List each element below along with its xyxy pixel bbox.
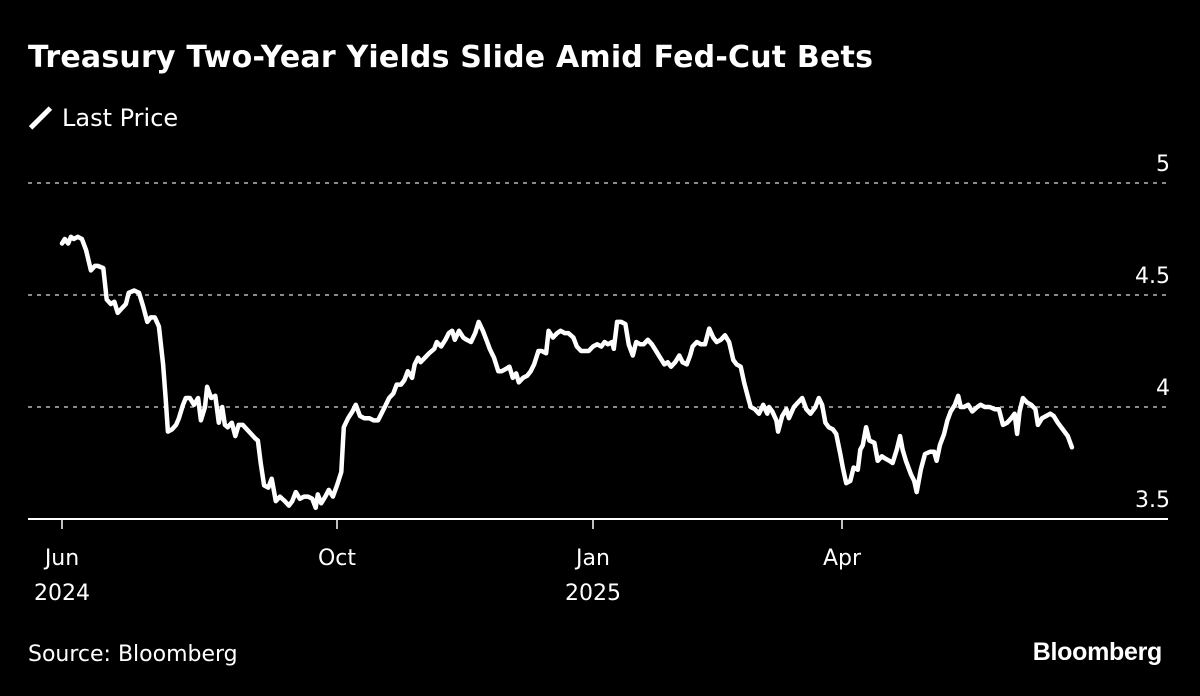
series-line-last-price (59, 234, 1075, 511)
legend: Last Price (28, 104, 178, 132)
y-axis: 5 4.5 4 3.5 (1135, 152, 1170, 513)
gridlines (28, 182, 1168, 408)
series-group (59, 234, 1075, 511)
x-tick-label: Jun (43, 546, 79, 571)
y-tick-label: 5 (1156, 152, 1170, 177)
x-tick-label: Jan (574, 546, 610, 571)
y-tick-label: 3.5 (1135, 488, 1170, 513)
chart-title: Treasury Two-Year Yields Slide Amid Fed-… (28, 40, 874, 75)
x-tick-label: Oct (318, 546, 356, 571)
y-tick-label: 4 (1156, 376, 1170, 401)
x-axis: Jun 2024 Oct Jan 2025 Apr (28, 518, 1168, 606)
x-tick-year-label: 2025 (565, 581, 621, 606)
bloomberg-logo: Bloomberg (1032, 638, 1163, 666)
x-tick-label: Apr (823, 546, 862, 571)
x-tick-year-label: 2024 (34, 581, 90, 606)
y-tick-label: 4.5 (1135, 264, 1170, 289)
source-note: Source: Bloomberg (28, 642, 238, 667)
legend-label: Last Price (62, 104, 179, 132)
